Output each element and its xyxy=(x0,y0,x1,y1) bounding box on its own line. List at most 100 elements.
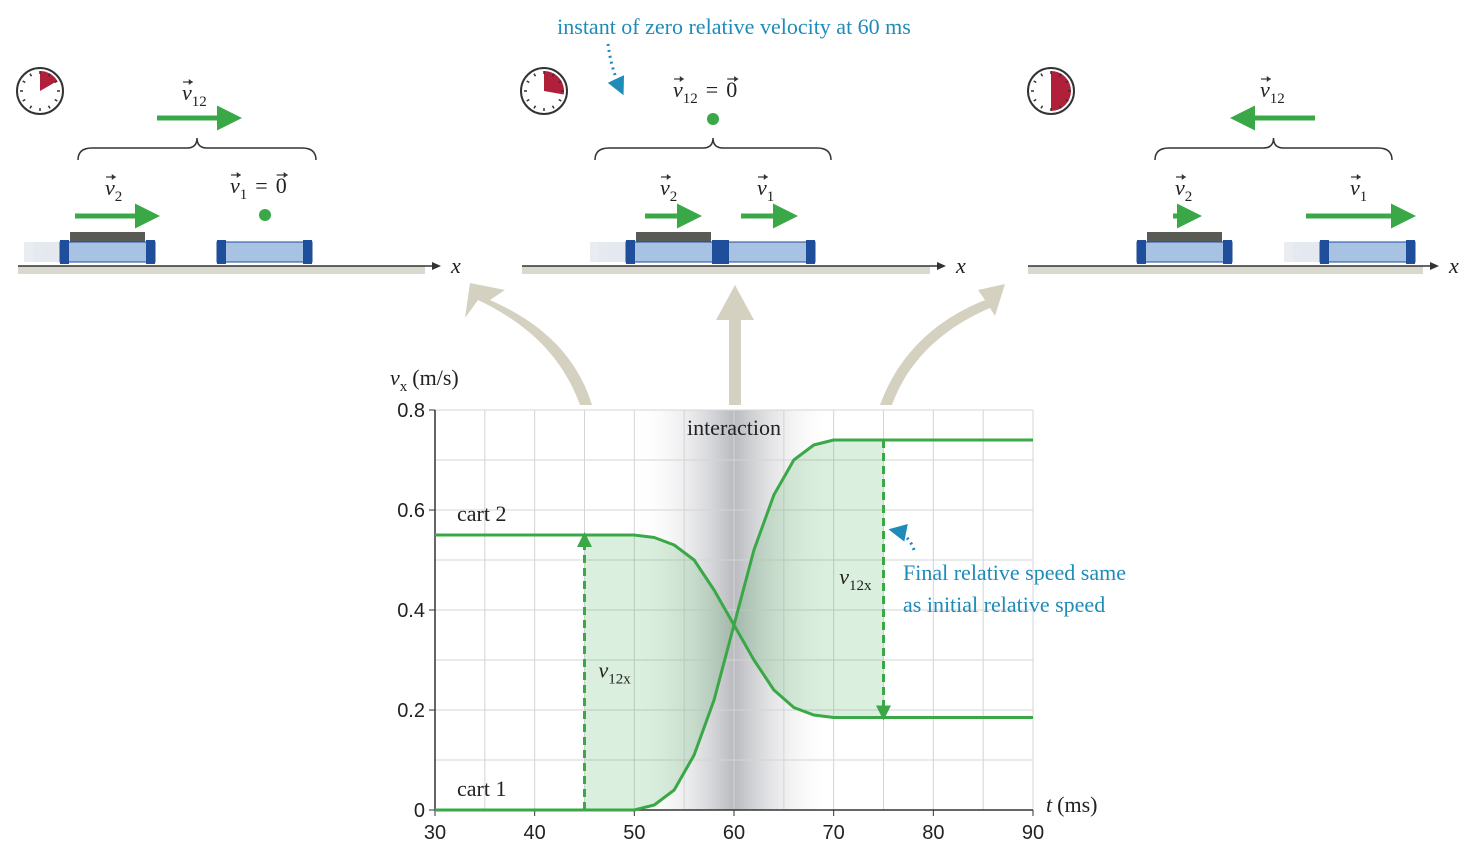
cart-body xyxy=(625,241,722,263)
clock-sector xyxy=(544,71,564,95)
subscript: 12 xyxy=(192,94,207,110)
x-axis-head xyxy=(1430,262,1439,270)
clock-tick xyxy=(526,80,530,84)
cart-end xyxy=(1223,240,1232,264)
symbol-label: v12 xyxy=(182,80,207,110)
clock-tick xyxy=(526,98,530,102)
cart-load xyxy=(70,232,145,242)
annotation: Final relative speed same xyxy=(903,560,1126,585)
cart-end xyxy=(146,240,155,264)
cart-body xyxy=(216,241,313,263)
symbol-label: v2 xyxy=(660,175,677,205)
clock-tick xyxy=(29,73,33,77)
symbol: v xyxy=(1175,175,1185,200)
x-tick-label: 30 xyxy=(424,822,446,844)
rhs: 0 xyxy=(276,173,287,198)
clock-tick xyxy=(533,73,537,77)
axis-label: x xyxy=(955,253,966,278)
cart-end xyxy=(60,240,69,264)
clock-sector xyxy=(40,71,58,91)
y-tick-label: 0.6 xyxy=(397,500,425,522)
vector-arrow-head xyxy=(1356,174,1361,180)
vector-arrow-head xyxy=(1181,174,1186,180)
cart-end xyxy=(1137,240,1146,264)
clock-tick xyxy=(1033,98,1037,102)
cart-end xyxy=(712,240,721,264)
clock-tick xyxy=(1033,80,1037,84)
zero-velocity-dot xyxy=(707,113,719,125)
symbol-label: v1 xyxy=(757,175,774,205)
series-line xyxy=(435,533,1033,719)
clock-tick xyxy=(54,80,58,84)
cart-body xyxy=(1319,241,1416,263)
subscript: 12x xyxy=(608,672,631,688)
symbol-label: t (ms) xyxy=(1046,792,1097,817)
symbol: v xyxy=(390,365,400,390)
brace xyxy=(594,137,832,161)
clock-tick xyxy=(47,73,51,77)
symbol: v xyxy=(182,80,192,105)
rhs: 0 xyxy=(726,77,737,102)
equals: = xyxy=(255,173,267,198)
symbol-label: v2 xyxy=(1175,175,1192,205)
unit: (m/s) xyxy=(412,365,458,390)
x-tick-label: 40 xyxy=(524,822,546,844)
cart-load xyxy=(636,232,711,242)
vector-arrow-head xyxy=(111,174,116,180)
subscript: 12 xyxy=(1270,91,1285,107)
clock-tick xyxy=(29,105,33,109)
clock-tick xyxy=(1058,105,1062,109)
top-annotation: instant of zero relative velocity at 60 … xyxy=(557,14,911,39)
symbol: v xyxy=(839,564,849,589)
symbol-label: v12x xyxy=(839,564,872,594)
subscript: 1 xyxy=(767,189,775,205)
y-tick-label: 0.4 xyxy=(397,600,425,622)
brace xyxy=(1154,137,1393,161)
subscript: 2 xyxy=(115,189,123,205)
interaction-label: interaction xyxy=(687,415,781,440)
symbol-label: v1 = 0 xyxy=(230,173,287,203)
axis-label: x xyxy=(450,253,461,278)
x-tick-label: 50 xyxy=(623,822,645,844)
cart-end xyxy=(720,240,729,264)
cart-end xyxy=(806,240,815,264)
subscript: 1 xyxy=(1360,189,1368,205)
symbol: v xyxy=(757,175,767,200)
x-axis-head xyxy=(432,262,441,270)
clock-tick xyxy=(22,80,26,84)
vector-arrow-head xyxy=(679,76,684,82)
cart-end xyxy=(1320,240,1329,264)
x-tick-label: 60 xyxy=(723,822,745,844)
clock-tick xyxy=(558,80,562,84)
y-tick-label: 0.2 xyxy=(397,700,425,722)
symbol: v xyxy=(599,658,609,683)
cart-end xyxy=(217,240,226,264)
subscript: x xyxy=(400,379,408,395)
symbol: v xyxy=(1260,77,1270,102)
track xyxy=(18,266,425,274)
y-tick-label: 0 xyxy=(414,800,425,822)
symbol-label: v2 xyxy=(105,175,122,205)
cart-end xyxy=(1406,240,1415,264)
cart-end xyxy=(303,240,312,264)
clock-tick xyxy=(558,98,562,102)
clock-tick xyxy=(1040,105,1044,109)
clock-tick xyxy=(1058,73,1062,77)
clock-tick xyxy=(22,98,26,102)
clock-tick xyxy=(1040,73,1044,77)
equals: = xyxy=(706,77,718,102)
annotation-arrow xyxy=(888,524,916,551)
symbol: v xyxy=(660,175,670,200)
vector-arrow-head xyxy=(236,172,241,178)
symbol: t xyxy=(1046,792,1053,817)
vector-arrow-head xyxy=(734,76,739,82)
clock-tick xyxy=(47,105,51,109)
clock-tick xyxy=(54,98,58,102)
x-tick-label: 80 xyxy=(922,822,944,844)
clock-tick xyxy=(1065,80,1069,84)
